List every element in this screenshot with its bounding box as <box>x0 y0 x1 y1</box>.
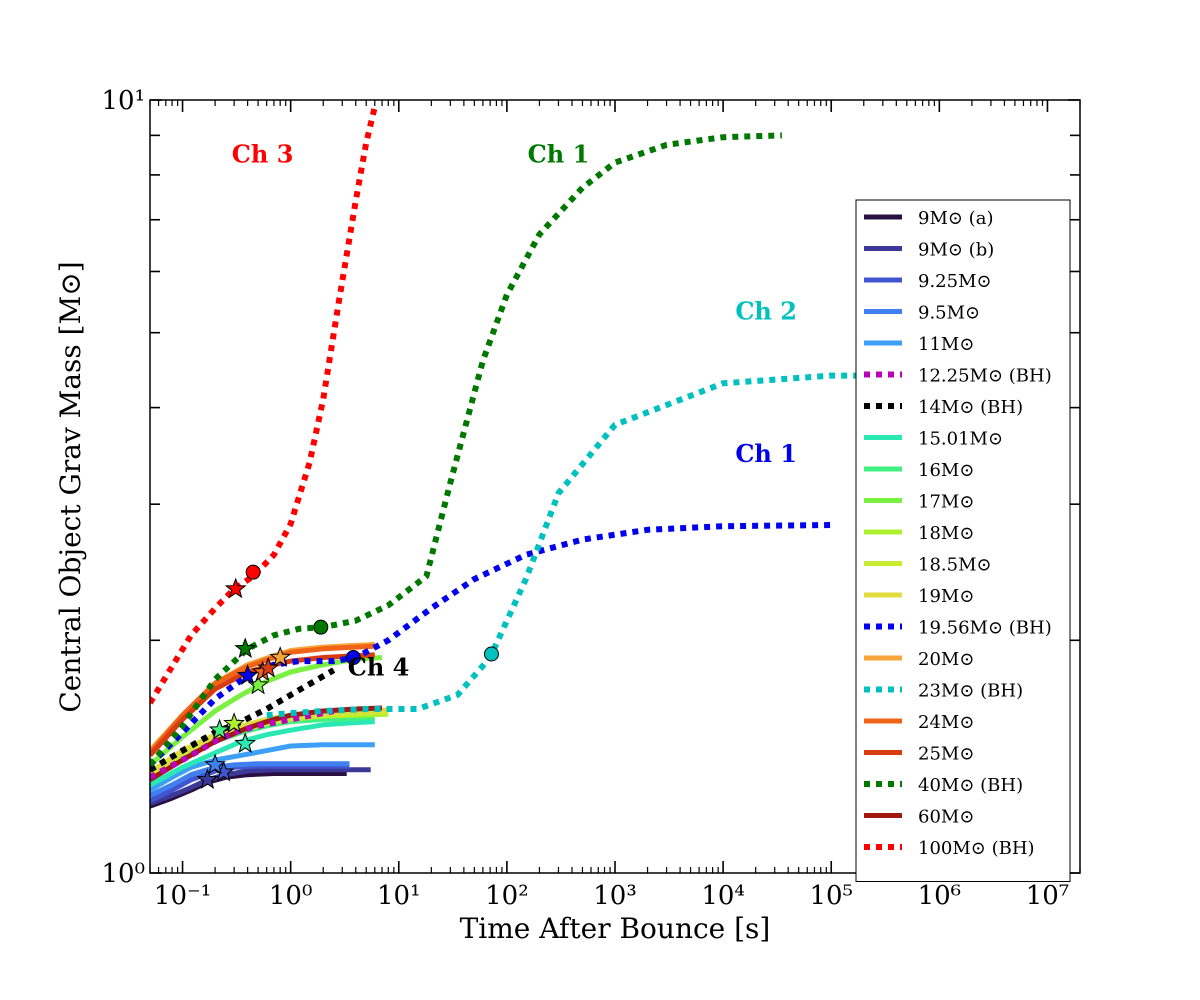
legend-label: 18M⊙ <box>918 523 974 544</box>
star-marker <box>196 768 219 790</box>
series-line <box>150 106 378 705</box>
star-marker <box>234 637 257 659</box>
star-marker <box>269 646 292 667</box>
x-tick-label: 10⁴ <box>701 881 745 911</box>
legend-label: 24M⊙ <box>918 712 974 733</box>
circle-marker <box>345 650 361 666</box>
axis-ticks: 10⁻¹ 10⁰ 10¹ 10² 10³ 10⁴ 10⁵ 10⁶ 10⁷ 10⁰ 10¹ <box>101 86 1081 911</box>
star-marker <box>257 656 280 678</box>
x-tick-label: 10⁵ <box>809 881 853 911</box>
y-tick-label: 10¹ <box>101 86 145 116</box>
star-marker <box>236 664 259 685</box>
x-tick-label: 10⁰ <box>269 881 313 911</box>
star-marker <box>204 753 226 775</box>
legend-label: 40M⊙ (BH) <box>918 775 1023 796</box>
series-line <box>150 132 782 767</box>
legend-label: 15.01M⊙ <box>918 429 1003 450</box>
series-line <box>150 767 371 806</box>
x-tick-label: 10³ <box>593 881 637 911</box>
y-axis-label: Central Object Grav Mass [M⊙] <box>54 261 87 712</box>
legend-label: 100M⊙ (BH) <box>918 838 1035 859</box>
legend-label: 25M⊙ <box>918 744 974 765</box>
series-line <box>150 667 336 773</box>
annotation-label: Ch 1 <box>735 439 797 468</box>
star-marker <box>234 732 257 753</box>
x-tick-label: 10⁷ <box>1026 881 1070 911</box>
legend-label: 19.56M⊙ (BH) <box>918 618 1052 639</box>
annotation-label: Ch 1 <box>528 140 590 169</box>
legend-label: 9M⊙ (a) <box>918 208 993 229</box>
annotation-label: Ch 4 <box>348 653 410 682</box>
circle-marker <box>313 619 329 635</box>
legend-label: 9.25M⊙ <box>918 271 992 292</box>
x-tick-label: 10² <box>485 881 529 911</box>
y-tick-label: 10⁰ <box>101 859 145 889</box>
series-line <box>150 522 832 768</box>
legend-label: 9M⊙ (b) <box>918 240 994 261</box>
plot-area <box>150 106 972 809</box>
series-line <box>150 761 350 798</box>
x-tick-label: 10⁻¹ <box>154 881 211 911</box>
legend-label: 20M⊙ <box>918 649 974 670</box>
series-line <box>150 708 335 780</box>
circle-marker <box>483 646 499 662</box>
legend-label: 19M⊙ <box>918 586 974 607</box>
legend: 9M⊙ (a) 9M⊙ (b) 9.25M⊙ 9.5M⊙ 11M⊙ 12.25M⊙ (BH… <box>855 199 1071 882</box>
annotation-label: Ch 2 <box>735 297 797 326</box>
legend-label: 9.5M⊙ <box>918 303 980 324</box>
star-marker <box>208 718 231 740</box>
annotations: Ch 3 Ch 1 Ch 2 Ch 1 Ch 4 <box>232 140 797 682</box>
x-tick-label: 10¹ <box>377 881 421 911</box>
legend-label: 23M⊙ (BH) <box>918 681 1023 702</box>
series-line <box>150 719 375 788</box>
legend-label: 17M⊙ <box>918 492 974 513</box>
legend-label: 60M⊙ <box>918 807 974 828</box>
annotation-label: Ch 3 <box>232 140 294 169</box>
circle-marker <box>245 564 261 580</box>
legend-label: 12.25M⊙ (BH) <box>918 366 1052 387</box>
star-marker <box>223 712 245 733</box>
series-line <box>150 742 375 793</box>
legend-label: 16M⊙ <box>918 460 974 481</box>
x-axis-label: Time After Bounce [s] <box>460 912 771 945</box>
star-marker <box>224 577 247 599</box>
legend-label: 18.5M⊙ <box>918 555 992 576</box>
x-tick-label: 10⁶ <box>918 881 962 911</box>
legend-label: 14M⊙ (BH) <box>918 397 1023 418</box>
legend-label: 11M⊙ <box>918 334 974 355</box>
